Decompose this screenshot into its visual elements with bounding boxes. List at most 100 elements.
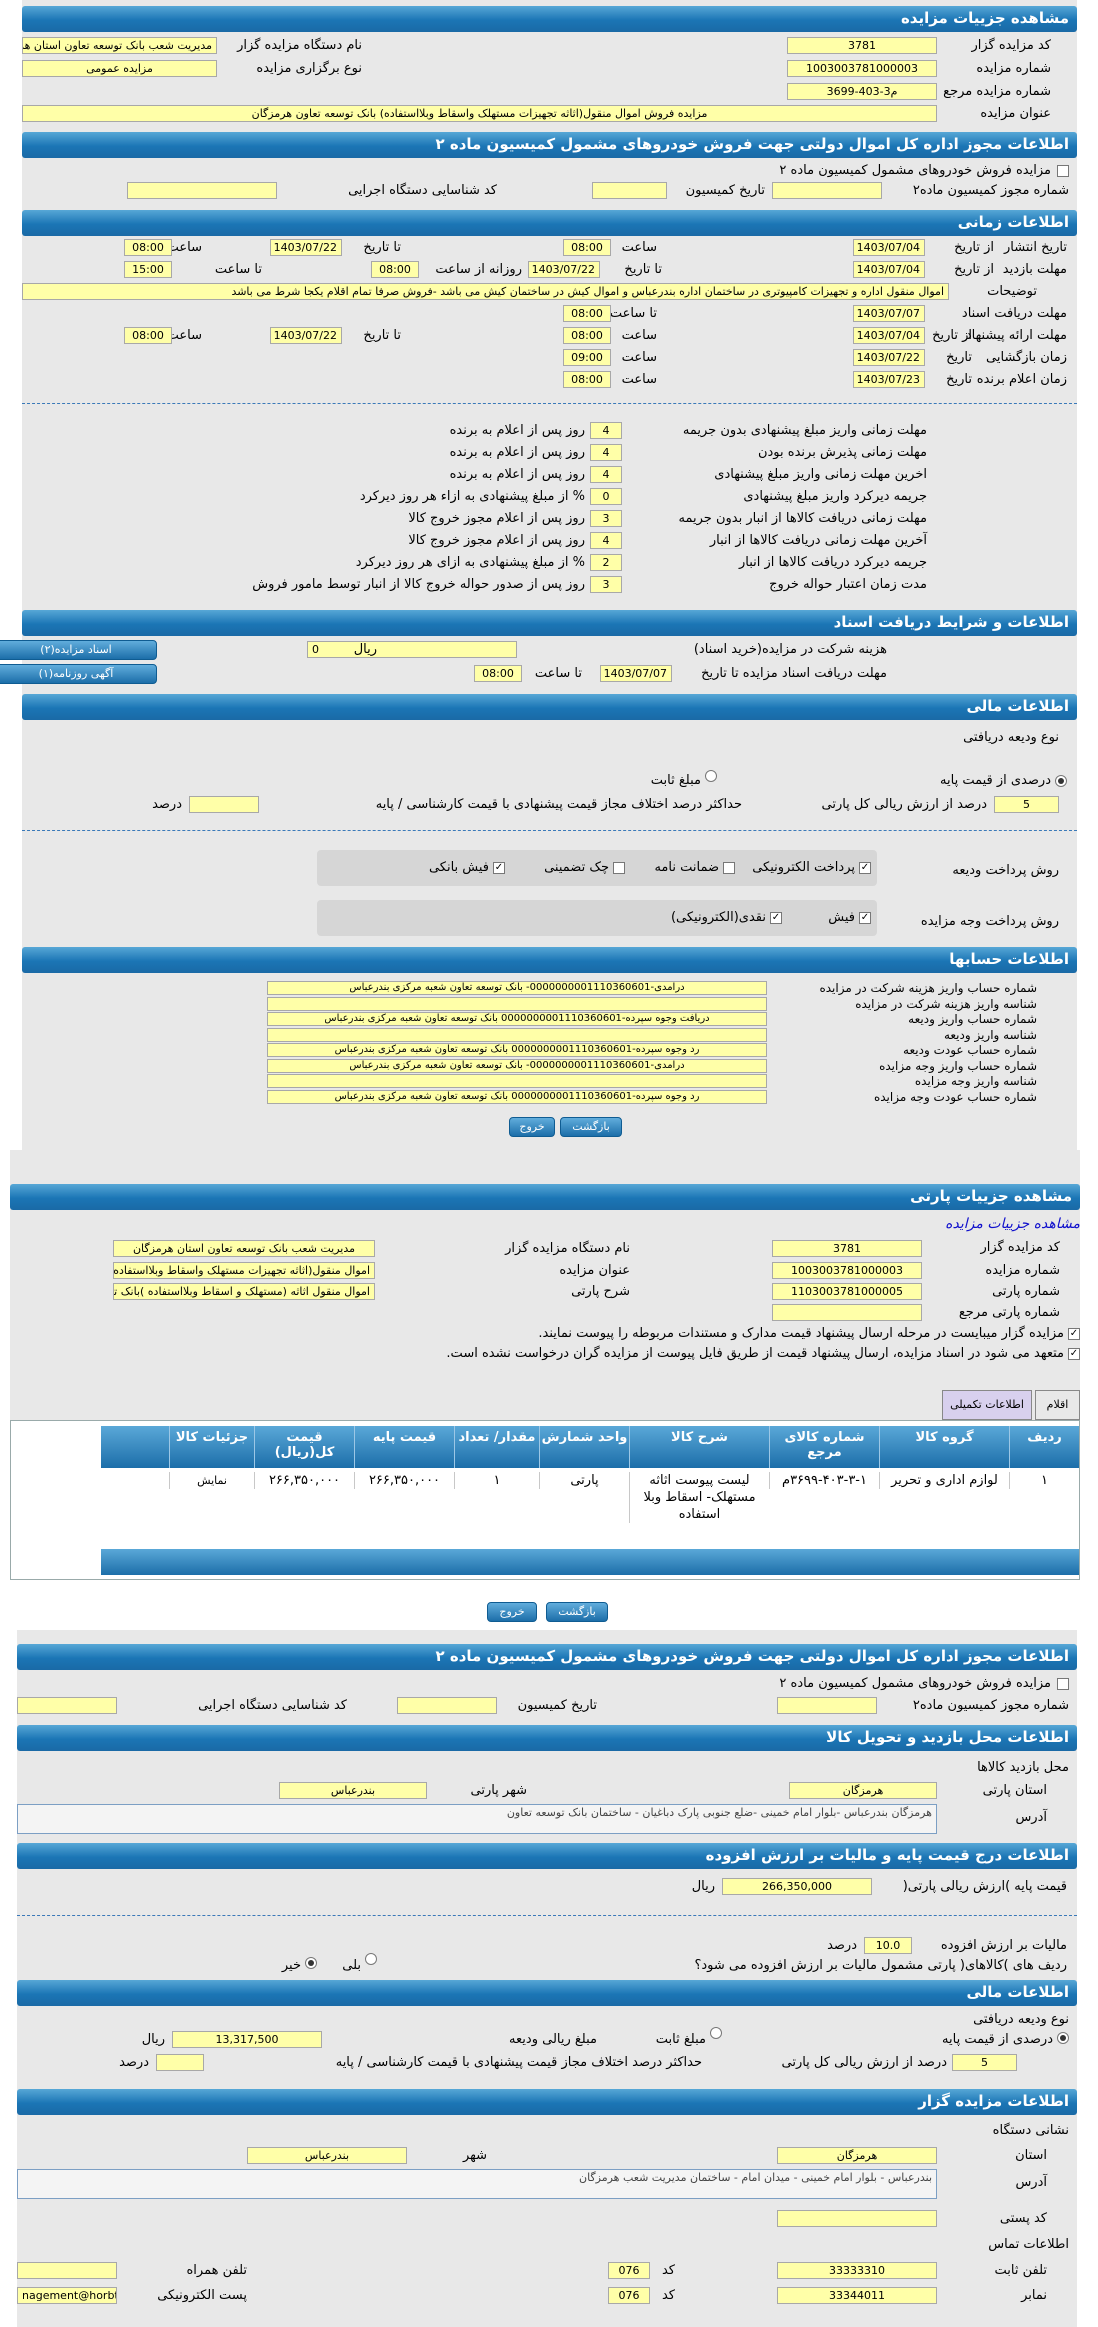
divider — [17, 1915, 1077, 1916]
auction-type-field: مزایده عمومی — [22, 60, 217, 77]
max-diff-label: حداکثر درصد اختلاف مجاز قیمت پیشنهادی با… — [375, 797, 742, 812]
postal-label: کد پستی — [999, 2211, 1047, 2226]
percent-option-label: درصدی از قیمت پایه — [942, 2032, 1053, 2047]
docs-to-field: 1403/07/07 — [853, 305, 925, 322]
fax-code-field: 076 — [608, 2287, 650, 2304]
cell-unit: پارتی — [539, 1472, 629, 1489]
tab-party-items[interactable]: اقلام پارتی — [1035, 1390, 1080, 1439]
deposit-amount-label: مبلغ ریالی ودیعه — [509, 2032, 597, 2047]
col-ref-no: شماره کالای مرجع — [769, 1426, 879, 1468]
offer-deadline-label: مهلت ارائه پیشنهاد — [965, 328, 1067, 343]
col-details: جزئیات کالا — [169, 1426, 254, 1468]
back-button[interactable]: بازگشت — [560, 1117, 622, 1137]
address-field: هرمزگان بندرعباس -بلوار امام خمینی -ضلع … — [17, 1804, 937, 1834]
exec-code-field — [17, 1697, 117, 1714]
car-permit-section-2: اطلاعات مجوز اداره کل اموال دولتی جهت فر… — [17, 1630, 1077, 1725]
col-unit: واحد شمارش — [539, 1426, 629, 1468]
account-value-field — [267, 1027, 767, 1042]
rule-value-field: 4 — [590, 532, 622, 549]
show-details-link[interactable]: نمایش — [169, 1472, 254, 1489]
percent-radio[interactable] — [1057, 2032, 1069, 2044]
fixed-radio[interactable] — [710, 2027, 722, 2039]
newspaper-ad-button[interactable]: آگهی روزنامه(۱) — [0, 664, 157, 684]
auctioneer-section: اطلاعات مزایده گزار نشانی دستگاه استان ه… — [17, 2085, 1077, 2327]
account-value-field: درآمدی-0000000001110360601- بانک توسعه ت… — [267, 1058, 767, 1073]
cheque-checkbox[interactable] — [613, 862, 625, 874]
vat-no-label: خیر — [281, 1958, 301, 1973]
cars-label: مزایده فروش خودروهای مشمول کمیسیون ماده … — [779, 163, 1051, 178]
tab-extra-info[interactable]: اطلاعات تکمیلی — [942, 1390, 1032, 1420]
province-label: استان پارتی — [982, 1783, 1047, 1798]
commission-date-label: تاریخ کمیسیون — [517, 1698, 597, 1713]
account-value-field: رد وجوه سپرده-0000000001110360601 بانک ت… — [267, 1089, 767, 1104]
commitment-checkbox[interactable]: ✓ — [1068, 1348, 1080, 1360]
publish-from-time-field: 08:00 — [563, 239, 611, 256]
exit-button[interactable]: خروج — [487, 1602, 537, 1622]
reference-number-label: شماره مزایده مرجع — [943, 84, 1051, 99]
vat-yes-radio[interactable] — [365, 1953, 377, 1965]
rule-label: مهلت زمانی دریافت کالاها از انبار بدون ج… — [678, 511, 927, 526]
rule-value-field: 4 — [590, 466, 622, 483]
cars-checkbox[interactable] — [1057, 165, 1069, 177]
time-label: ساعت — [621, 240, 657, 255]
time-label: ساعت — [166, 240, 202, 255]
deadline-time-field: 08:00 — [474, 665, 522, 682]
exit-button[interactable]: خروج — [509, 1117, 555, 1137]
percent-value-field: 5 — [952, 2054, 1017, 2071]
party-number-label: شماره پارتی — [992, 1284, 1060, 1299]
rule-label: مهلت زمانی پذیرش برنده بودن — [757, 445, 927, 460]
attachment-checkbox[interactable]: ✓ — [1068, 1328, 1080, 1340]
vat-question: ردیف های )کالاهای( پارتی مشمول مالیات بر… — [694, 1958, 1067, 1973]
auctioneer-code-field: 3781 — [787, 37, 937, 54]
electronic-payment-checkbox[interactable]: ✓ — [859, 862, 871, 874]
docs-time-field: 08:00 — [563, 305, 611, 322]
account-value-field — [267, 1074, 767, 1088]
fixed-option-label: مبلغ ثابت — [650, 773, 701, 788]
section-header: اطلاعات محل بازدید و تحویل کالا — [17, 1725, 1077, 1751]
electronic-payment-label: پرداخت الکترونیکی — [752, 860, 855, 875]
auction-subject-label: عنوان مزایده — [980, 106, 1051, 121]
opening-date-field: 1403/07/22 — [853, 349, 925, 366]
vat-unit: درصد — [827, 1938, 857, 1953]
auctioneer-code-label: کد مزایده گزار — [971, 38, 1051, 53]
back-button[interactable]: بازگشت — [546, 1602, 608, 1622]
slip-label: فیش — [828, 910, 855, 925]
auction-details-link[interactable]: مشاهده جزییات مزایده — [945, 1216, 1080, 1232]
section-header: اطلاعات مجوز اداره کل اموال دولتی جهت فر… — [17, 1644, 1077, 1670]
percent-radio[interactable] — [1055, 775, 1067, 787]
vat-no-radio[interactable] — [305, 1957, 317, 1969]
vat-label: مالیات بر ارزش افزوده — [940, 1938, 1067, 1953]
percent-value-field: 5 — [994, 796, 1059, 813]
cell-row: ۱ — [1009, 1472, 1079, 1489]
exec-code-label: کد شناسایی دستگاه اجرایی — [198, 1698, 347, 1713]
guarantee-label: ضمانت نامه — [654, 860, 719, 875]
slip-checkbox[interactable]: ✓ — [859, 912, 871, 924]
party-ref-field — [772, 1304, 922, 1321]
mobile-label: تلفن همراه — [186, 2263, 248, 2278]
code-label: کد — [661, 2288, 675, 2303]
section-header: مشاهده جزییات پارتی — [10, 1184, 1080, 1210]
device-name-field: مدیریت شعب بانک توسعه تعاون استان هرمزگا… — [22, 37, 217, 54]
commission-date-field — [397, 1697, 497, 1714]
car-permit-section: اطلاعات مجوز اداره کل اموال دولتی جهت فر… — [22, 128, 1077, 210]
bank-slip-checkbox[interactable]: ✓ — [493, 862, 505, 874]
auction-type-label: نوع برگزاری مزایده — [256, 61, 362, 76]
cash-checkbox[interactable]: ✓ — [770, 912, 782, 924]
account-value-field: درآمدی-0000000001110360601- بانک توسعه ت… — [267, 981, 767, 995]
fax-field: 33344011 — [777, 2287, 937, 2304]
offer-to-field: 1403/07/22 — [270, 327, 342, 344]
vat-field: 10.0 — [864, 1937, 912, 1954]
base-price-unit: ریال — [691, 1879, 715, 1894]
auction-payment-panel: ✓ فیش ✓ نقدی(الکترونیکی) — [317, 900, 877, 936]
commitment-note: متعهد می شود در اسناد مزایده، ارسال پیشن… — [446, 1346, 1064, 1361]
winner-time-field: 08:00 — [563, 371, 611, 388]
items-table: ردیف گروه کالا شماره کالای مرجع شرح کالا… — [10, 1420, 1080, 1580]
publish-from-field: 1403/07/04 — [853, 239, 925, 256]
fee-label: هزینه شرکت در مزایده(خرید اسناد) — [693, 642, 887, 657]
auction-details-section: مشاهده جزییات مزایده کد مزایده گزار 3781… — [22, 0, 1077, 128]
guarantee-checkbox[interactable] — [723, 862, 735, 874]
fixed-radio[interactable] — [705, 770, 717, 782]
cars-checkbox[interactable] — [1057, 1678, 1069, 1690]
fee-field: 0 — [307, 641, 517, 658]
auction-documents-button[interactable]: اسناد مزایده(۲) — [0, 640, 157, 660]
